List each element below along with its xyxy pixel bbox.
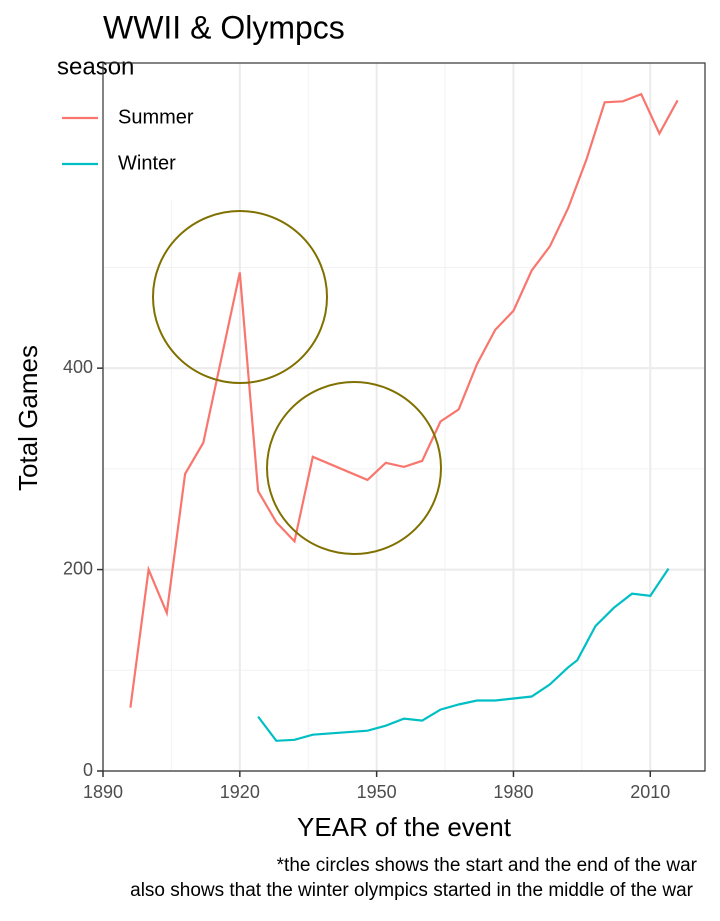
series-line: [129, 92, 679, 708]
y-tick-label: 200: [63, 558, 93, 578]
chart-title: WWII & Olympcs: [103, 9, 345, 45]
x-tick-label: 1950: [357, 782, 397, 802]
annotation-circle: [152, 210, 328, 384]
series-line: [257, 567, 670, 742]
legend-title: season: [57, 53, 134, 80]
caption: also shows that the winter olympics star…: [130, 880, 694, 901]
lines: [129, 92, 679, 742]
y-tick-label: 400: [63, 357, 93, 377]
legend-label: Summer: [118, 106, 194, 128]
y-axis-label: Total Games: [13, 345, 43, 491]
legend-background: [0, 48, 222, 200]
x-tick-label: 1920: [220, 782, 260, 802]
legend-label: Winter: [118, 152, 176, 174]
x-tick-label: 1980: [493, 782, 533, 802]
caption: *the circles shows the start and the end…: [277, 855, 698, 876]
y-tick-label: 0: [83, 760, 93, 780]
x-axis-label: YEAR of the event: [297, 812, 512, 842]
panel-border: [102, 62, 706, 772]
annotation-circle: [266, 381, 442, 555]
x-tick-label: 2010: [630, 782, 670, 802]
x-tick-label: 1890: [83, 782, 123, 802]
